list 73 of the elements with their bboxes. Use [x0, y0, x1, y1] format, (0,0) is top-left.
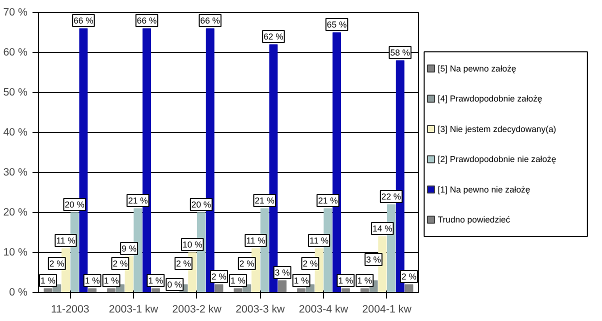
x-tick-label: 2003-4 kw: [298, 304, 348, 316]
data-label: 65 %: [326, 20, 347, 30]
data-label: 22 %: [381, 192, 402, 202]
y-tick-label: 10 %: [3, 246, 28, 258]
bar: [79, 28, 88, 292]
x-tick-label: 2003-1 kw: [108, 304, 158, 316]
x-tick-label: 2003-2 kw: [172, 304, 222, 316]
bar: [44, 288, 52, 292]
data-label: 1 %: [40, 276, 56, 286]
legend-label: Trudno powiedzieć: [438, 214, 511, 225]
data-label: 20 %: [191, 200, 212, 210]
bar: [360, 288, 369, 292]
data-label: 11 %: [56, 236, 76, 246]
bar: [341, 288, 350, 292]
data-label: 1 %: [294, 276, 310, 286]
y-tick-label: 40 %: [3, 126, 28, 138]
y-tick-label: 0 %: [9, 286, 28, 298]
data-label: 1 %: [230, 276, 246, 286]
data-label: 10 %: [182, 240, 203, 250]
data-label: 2 %: [212, 272, 227, 282]
data-label: 2 %: [49, 258, 65, 268]
bar: [332, 32, 342, 292]
data-label: 1 %: [357, 276, 372, 286]
data-label: 21 %: [254, 196, 275, 206]
bar: [396, 60, 404, 292]
legend-label: [1] Na pewno nie założę: [438, 184, 530, 194]
data-label: 2 %: [112, 258, 128, 268]
bar: [404, 284, 414, 292]
data-label: 21 %: [318, 196, 338, 206]
data-label: 3 %: [274, 268, 290, 278]
data-label: 11 %: [310, 236, 329, 246]
bar: [297, 288, 306, 292]
data-label: 3 %: [366, 254, 382, 264]
data-label: 66 %: [200, 16, 220, 26]
data-label: 20 %: [64, 200, 85, 210]
legend-label: [2] Prawdopodobnie nie założę: [438, 154, 556, 164]
bar: [214, 284, 224, 292]
legend-label: [3] Nie jestem zdecydowany(a): [438, 124, 556, 134]
x-tick-label: 2004-1 kw: [362, 304, 412, 316]
bar: [88, 288, 97, 292]
bar: [142, 28, 152, 292]
bar: [206, 28, 214, 292]
legend-label: [4] Prawdopodobnie założę: [438, 94, 542, 104]
data-label: 58 %: [390, 48, 410, 58]
y-tick-label: 50 %: [3, 86, 28, 98]
x-tick-label: 2003-3 kw: [236, 304, 286, 316]
y-tick-label: 20 %: [3, 206, 28, 218]
y-tick-label: 60 %: [3, 46, 28, 58]
data-label: 66 %: [136, 16, 157, 26]
data-label: 1 %: [104, 276, 120, 286]
bar: [151, 288, 160, 292]
bar: [107, 288, 116, 292]
y-tick-label: 30 %: [3, 166, 28, 178]
data-label: 66 %: [74, 16, 94, 26]
data-label: 21 %: [128, 196, 148, 206]
data-label: 1 %: [148, 276, 164, 286]
data-label: 9 %: [122, 244, 137, 254]
data-label: 1 %: [338, 276, 354, 286]
x-tick-label: 11-2003: [51, 304, 90, 316]
data-label: 2 %: [402, 272, 417, 282]
data-label: 1 %: [84, 276, 100, 286]
bar: [234, 288, 242, 292]
data-label: 2 %: [176, 258, 192, 268]
data-label: 0 %: [167, 280, 182, 290]
data-label: 14 %: [372, 224, 393, 234]
data-label: 2 %: [239, 258, 255, 268]
bar: [278, 280, 287, 292]
data-label: 11 %: [246, 236, 266, 246]
bar: [269, 44, 278, 292]
y-tick-label: 70 %: [3, 6, 28, 18]
data-label: 2 %: [302, 258, 318, 268]
data-label: 62 %: [264, 32, 284, 42]
legend-label: [5] Na pewno założę: [438, 64, 516, 74]
